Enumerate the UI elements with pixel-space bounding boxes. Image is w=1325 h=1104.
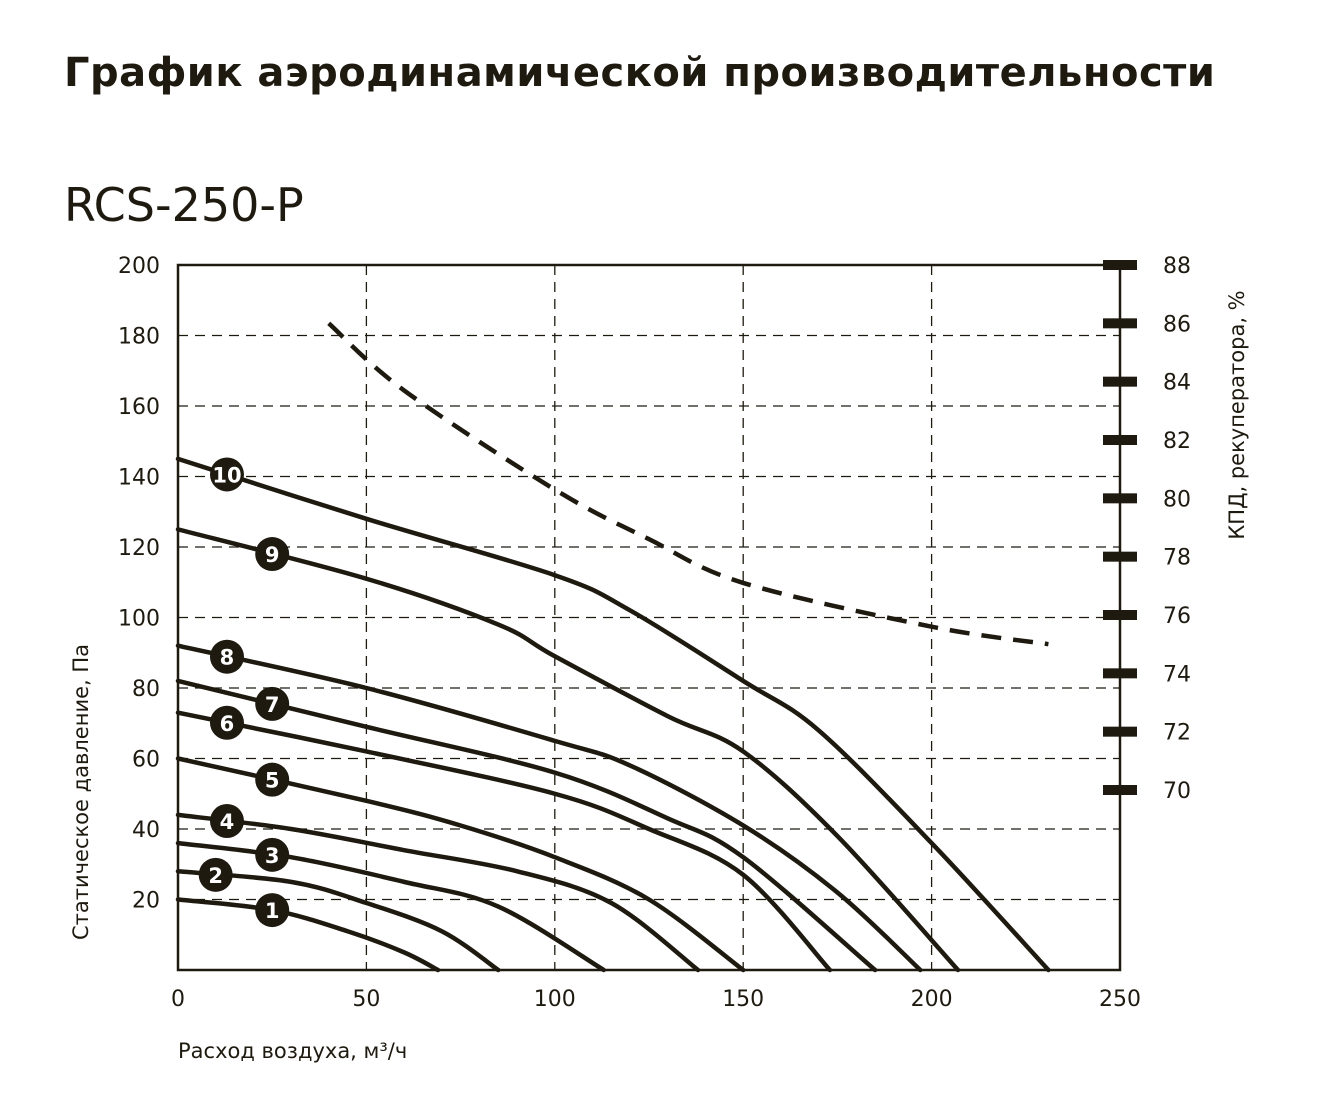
y2-tick-label: 88	[1163, 254, 1191, 279]
y2-tick-mark	[1103, 551, 1137, 562]
y2-tick-label: 74	[1163, 662, 1191, 687]
curve-marker-label: 7	[265, 693, 280, 717]
fan-curve-1	[175, 897, 441, 973]
curve-marker-5	[255, 762, 290, 797]
fan-curve-6	[175, 710, 833, 973]
y-tick-label: 200	[118, 254, 160, 279]
curve-marker-1	[255, 893, 290, 928]
curve-marker-8	[209, 639, 244, 674]
y2-tick-mark	[1103, 610, 1137, 620]
y2-tick-mark	[1103, 260, 1137, 270]
curve-marker-label: 8	[220, 646, 235, 670]
curve-marker-label: 4	[220, 810, 235, 834]
curve-marker-2	[198, 857, 233, 892]
x-tick-label: 100	[534, 987, 576, 1012]
y2-tick-mark	[1103, 668, 1137, 679]
curve-marker-3	[255, 837, 290, 872]
y2-tick-mark	[1103, 493, 1137, 504]
curve-marker-label: 9	[265, 543, 280, 567]
y-tick-label: 140	[118, 466, 160, 491]
y2-tick-label: 84	[1163, 371, 1191, 396]
y-tick-label: 160	[118, 395, 160, 420]
y2-tick-label: 86	[1163, 312, 1191, 337]
x-tick-label: 250	[1099, 987, 1141, 1012]
page-title: График аэродинамической производительнос…	[64, 50, 1216, 96]
fan-curve-9	[175, 527, 961, 973]
y2-tick-label: 72	[1163, 721, 1191, 746]
fan-curve-5	[175, 756, 746, 973]
curve-marker-label: 10	[212, 463, 241, 487]
y-tick-label: 20	[132, 889, 160, 914]
fan-curve-3	[175, 840, 607, 973]
y-tick-label: 180	[118, 325, 160, 350]
x-tick-label: 200	[911, 987, 953, 1012]
curve-marker-label: 2	[208, 864, 223, 888]
y2-tick-label: 80	[1163, 487, 1191, 512]
y2-axis-label: КПД, рекуператора, %	[1225, 290, 1249, 539]
y-tick-label: 100	[118, 607, 160, 632]
curve-marker-10	[209, 457, 244, 492]
x-tick-label: 150	[722, 987, 764, 1012]
curve-marker-label: 3	[265, 844, 280, 868]
fan-curve-7	[175, 678, 878, 973]
model-name: RCS-250-P	[64, 178, 304, 232]
fan-curve-2	[175, 869, 501, 973]
y2-tick-mark	[1103, 785, 1137, 795]
y2-tick-label: 76	[1163, 604, 1191, 629]
curve-marker-label: 5	[265, 769, 280, 793]
x-tick-label: 0	[171, 987, 185, 1012]
curve-marker-label: 6	[220, 712, 235, 736]
efficiency-curve	[327, 321, 1049, 647]
y-tick-label: 60	[132, 748, 160, 773]
curve-marker-9	[255, 537, 290, 572]
x-axis-label: Расход воздуха, м³/ч	[178, 1039, 407, 1063]
fan-curve-10	[175, 456, 1051, 973]
y-tick-label: 80	[132, 677, 160, 702]
y2-tick-mark	[1103, 318, 1137, 329]
x-tick-label: 50	[352, 987, 380, 1012]
curve-marker-4	[209, 804, 244, 839]
fan-curve-8	[175, 643, 923, 973]
curve-marker-7	[255, 686, 290, 721]
y2-tick-label: 78	[1163, 546, 1191, 571]
y2-tick-label: 82	[1163, 429, 1191, 454]
y2-tick-mark	[1103, 376, 1137, 387]
y-tick-label: 120	[118, 536, 160, 561]
y2-tick-label: 70	[1163, 779, 1191, 804]
fan-curve-4	[175, 812, 701, 973]
y-axis-label: Статическое давление, Па	[69, 644, 93, 940]
y2-tick-mark	[1103, 726, 1137, 737]
y-tick-label: 40	[132, 818, 160, 843]
curve-marker-label: 1	[265, 899, 280, 923]
y2-tick-mark	[1103, 435, 1137, 445]
curve-marker-6	[209, 705, 244, 740]
